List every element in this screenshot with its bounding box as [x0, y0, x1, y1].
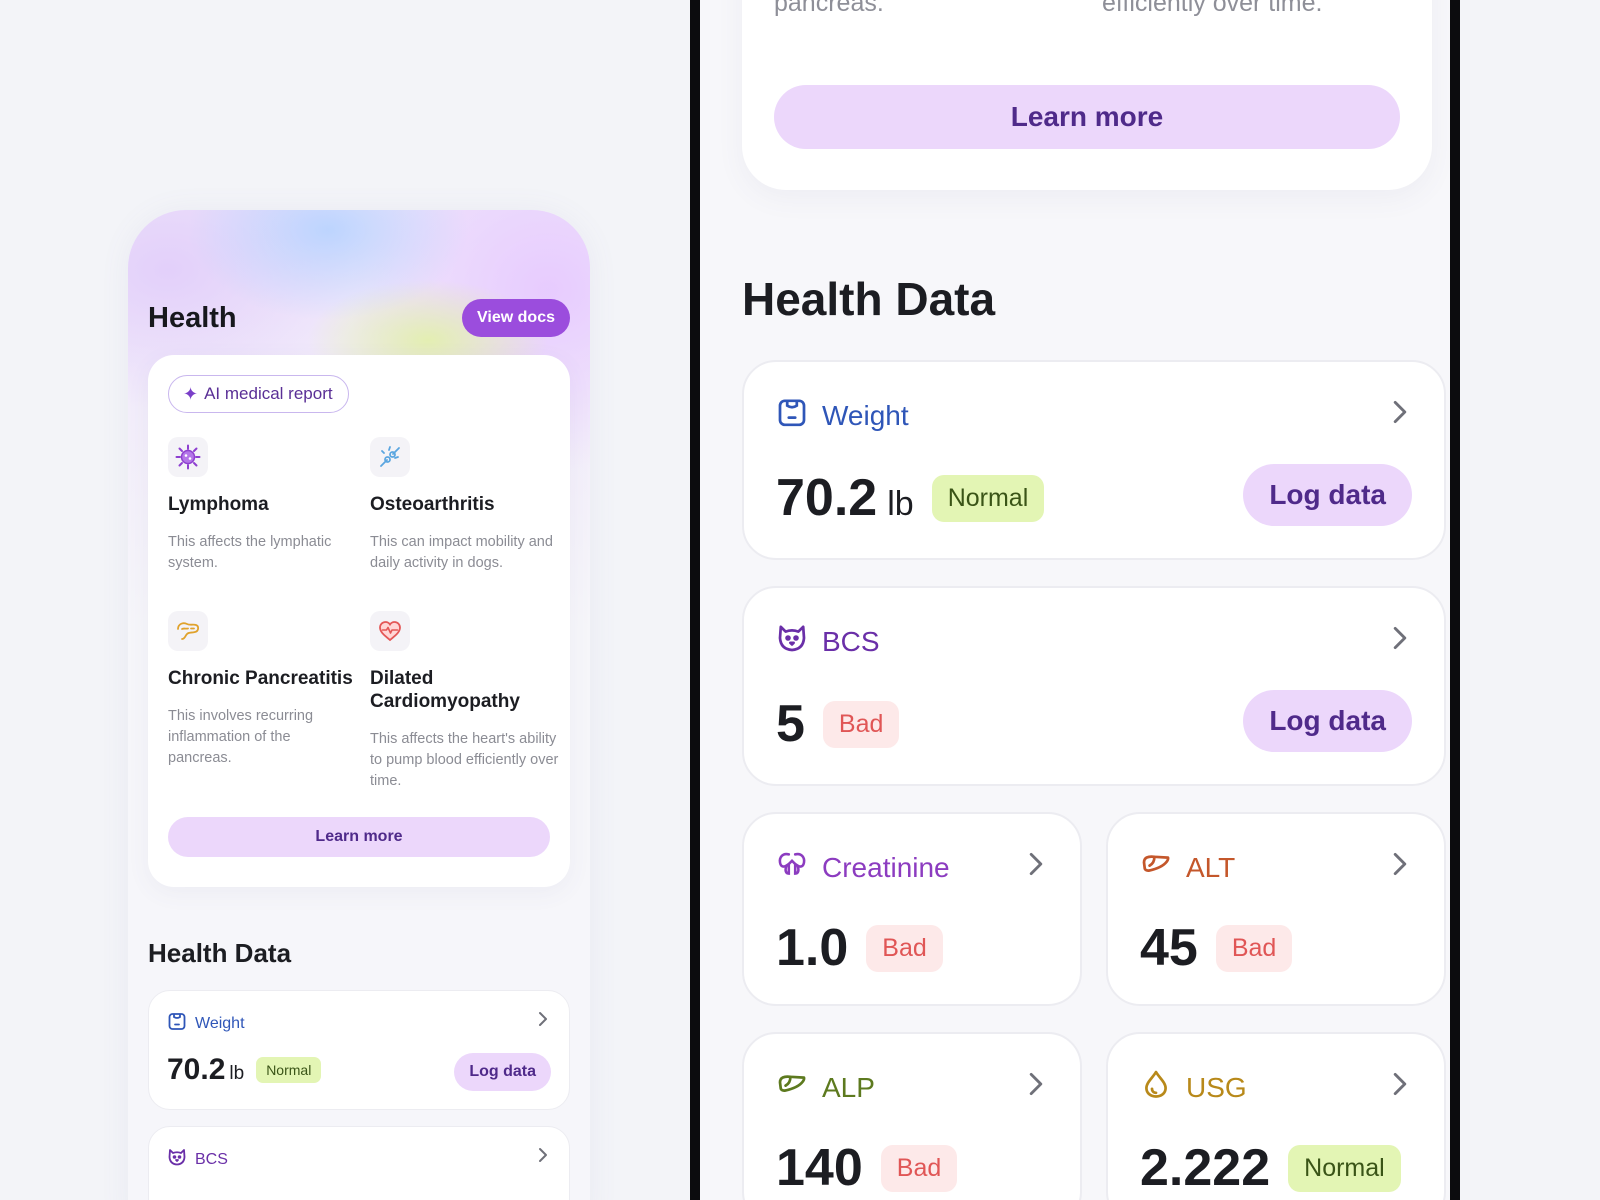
alt-value-row: 45 Bad — [1140, 918, 1293, 978]
health-header: Health View docs — [148, 298, 570, 338]
weight-unit: lb — [887, 484, 914, 523]
creatinine-card-header: Creatinine — [776, 848, 950, 887]
chevron-right-icon[interactable] — [1020, 848, 1052, 885]
phone-right: pancreas. efficiently over time. Learn m… — [690, 0, 1460, 1200]
bcs-label: BCS — [195, 1150, 228, 1168]
chevron-right-icon[interactable] — [533, 1145, 553, 1170]
ai-report-card: ✦ AI medical report Lymphoma This affect… — [148, 355, 570, 887]
view-docs-button[interactable]: View docs — [462, 299, 570, 337]
weight-value-row: 70.2 lb Normal — [776, 468, 1045, 528]
condition-desc: This affects the heart's ability to pump… — [370, 731, 559, 789]
page-title: Health — [148, 301, 237, 334]
status-badge: Normal — [931, 474, 1045, 522]
condition-dilated-cardiomyopathy[interactable]: Dilated Cardiomyopathy This affects the … — [370, 611, 560, 792]
alt-value: 45 — [1140, 919, 1198, 977]
chevron-right-icon[interactable] — [1384, 1068, 1416, 1105]
alt-card-header: ALT — [1140, 848, 1235, 887]
status-badge: Bad — [866, 924, 943, 972]
bone-joint-icon — [370, 437, 410, 477]
bcs-value: 5 — [776, 695, 805, 753]
kidney-icon — [776, 848, 808, 887]
creatinine-label: Creatinine — [822, 851, 950, 883]
usg-value-row: 2.222 Normal — [1140, 1138, 1401, 1198]
pancreas-icon — [168, 611, 208, 651]
condition-name: Lymphoma — [168, 494, 269, 515]
bcs-card[interactable]: BCS 5 Bad Log data — [742, 586, 1446, 786]
log-data-button[interactable]: Log data — [1243, 464, 1412, 526]
status-badge: Bad — [1215, 924, 1293, 972]
liver-icon — [1140, 848, 1172, 887]
weight-card-header: Weight — [776, 396, 909, 435]
bcs-card[interactable]: BCS — [148, 1126, 570, 1200]
weight-label: Weight — [822, 399, 909, 431]
condition-desc: This can impact mobility and daily activ… — [370, 534, 553, 571]
usg-value: 2.222 — [1140, 1139, 1271, 1197]
status-badge: Bad — [880, 1144, 958, 1192]
bcs-card-header: BCS — [167, 1147, 228, 1172]
usg-card-header: USG — [1140, 1068, 1247, 1107]
chevron-right-icon[interactable] — [1384, 848, 1416, 885]
liver-icon — [776, 1068, 808, 1107]
weight-unit: lb — [229, 1063, 245, 1084]
condition-desc-tail: efficiently over time. — [1102, 0, 1323, 17]
condition-name: Dilated Cardiomyopathy — [370, 668, 520, 712]
learn-more-button[interactable]: Learn more — [168, 817, 550, 857]
weight-value-row: 70.2 lb Normal — [167, 1053, 322, 1087]
creatinine-value-row: 1.0 Bad — [776, 918, 943, 978]
condition-name: Osteoarthritis — [370, 494, 495, 515]
alp-value-row: 140 Bad — [776, 1138, 958, 1198]
ai-medical-report-badge[interactable]: ✦ AI medical report — [168, 375, 349, 413]
status-badge: Bad — [822, 700, 900, 748]
alt-label: ALT — [1186, 851, 1236, 883]
weight-card[interactable]: Weight 70.2 lb Normal Log data — [148, 990, 570, 1110]
virus-icon — [168, 437, 208, 477]
weight-label: Weight — [195, 1014, 245, 1032]
usg-label: USG — [1186, 1071, 1247, 1103]
status-badge: Normal — [256, 1057, 322, 1083]
bcs-value-row: 5 Bad — [776, 694, 900, 754]
phone-left: Health View docs ✦ AI medical report Lym… — [128, 210, 590, 1200]
health-data-title: Health Data — [742, 273, 996, 325]
weight-value: 70.2 — [776, 469, 878, 527]
chevron-right-icon[interactable] — [1384, 396, 1416, 433]
condition-chronic-pancreatitis[interactable]: Chronic Pancreatitis This involves recur… — [168, 611, 358, 769]
health-data-title: Health Data — [148, 938, 292, 968]
ai-badge-label: AI medical report — [204, 384, 333, 403]
log-data-button[interactable]: Log data — [1243, 690, 1412, 752]
chevron-right-icon[interactable] — [533, 1009, 553, 1034]
status-badge: Normal — [1288, 1144, 1401, 1192]
heart-pulse-icon — [370, 611, 410, 651]
log-data-button[interactable]: Log data — [454, 1053, 551, 1091]
scale-icon — [167, 1011, 187, 1036]
creatinine-card[interactable]: Creatinine 1.0 Bad — [742, 812, 1082, 1006]
dog-face-icon — [167, 1147, 187, 1172]
dog-face-icon — [776, 622, 808, 661]
chevron-right-icon[interactable] — [1020, 1068, 1052, 1105]
weight-value: 70.2 — [167, 1053, 226, 1086]
weight-card-header: Weight — [167, 1011, 245, 1036]
bcs-label: BCS — [822, 625, 880, 657]
condition-desc: This affects the lymphatic system. — [168, 534, 332, 571]
alp-label: ALP — [822, 1071, 875, 1103]
sparkle-icon: ✦ — [183, 383, 199, 404]
bcs-card-header: BCS — [776, 622, 880, 661]
weight-card[interactable]: Weight 70.2 lb Normal Log data — [742, 360, 1446, 560]
condition-desc-tail: pancreas. — [774, 0, 884, 17]
alt-card[interactable]: ALT 45 Bad — [1106, 812, 1446, 1006]
condition-osteoarthritis[interactable]: Osteoarthritis This can impact mobility … — [370, 437, 560, 574]
condition-name: Chronic Pancreatitis — [168, 668, 353, 689]
usg-card[interactable]: USG 2.222 Normal — [1106, 1032, 1446, 1200]
ai-report-card-continued: pancreas. efficiently over time. Learn m… — [742, 0, 1432, 190]
alp-card-header: ALP — [776, 1068, 875, 1107]
scale-icon — [776, 396, 808, 435]
chevron-right-icon[interactable] — [1384, 622, 1416, 659]
condition-lymphoma[interactable]: Lymphoma This affects the lymphatic syst… — [168, 437, 358, 574]
alp-card[interactable]: ALP 140 Bad — [742, 1032, 1082, 1200]
learn-more-button[interactable]: Learn more — [774, 85, 1400, 149]
condition-desc: This involves recurring inflammation of … — [168, 708, 314, 766]
alp-value: 140 — [776, 1139, 863, 1197]
creatinine-value: 1.0 — [776, 919, 849, 977]
drop-icon — [1140, 1068, 1172, 1107]
